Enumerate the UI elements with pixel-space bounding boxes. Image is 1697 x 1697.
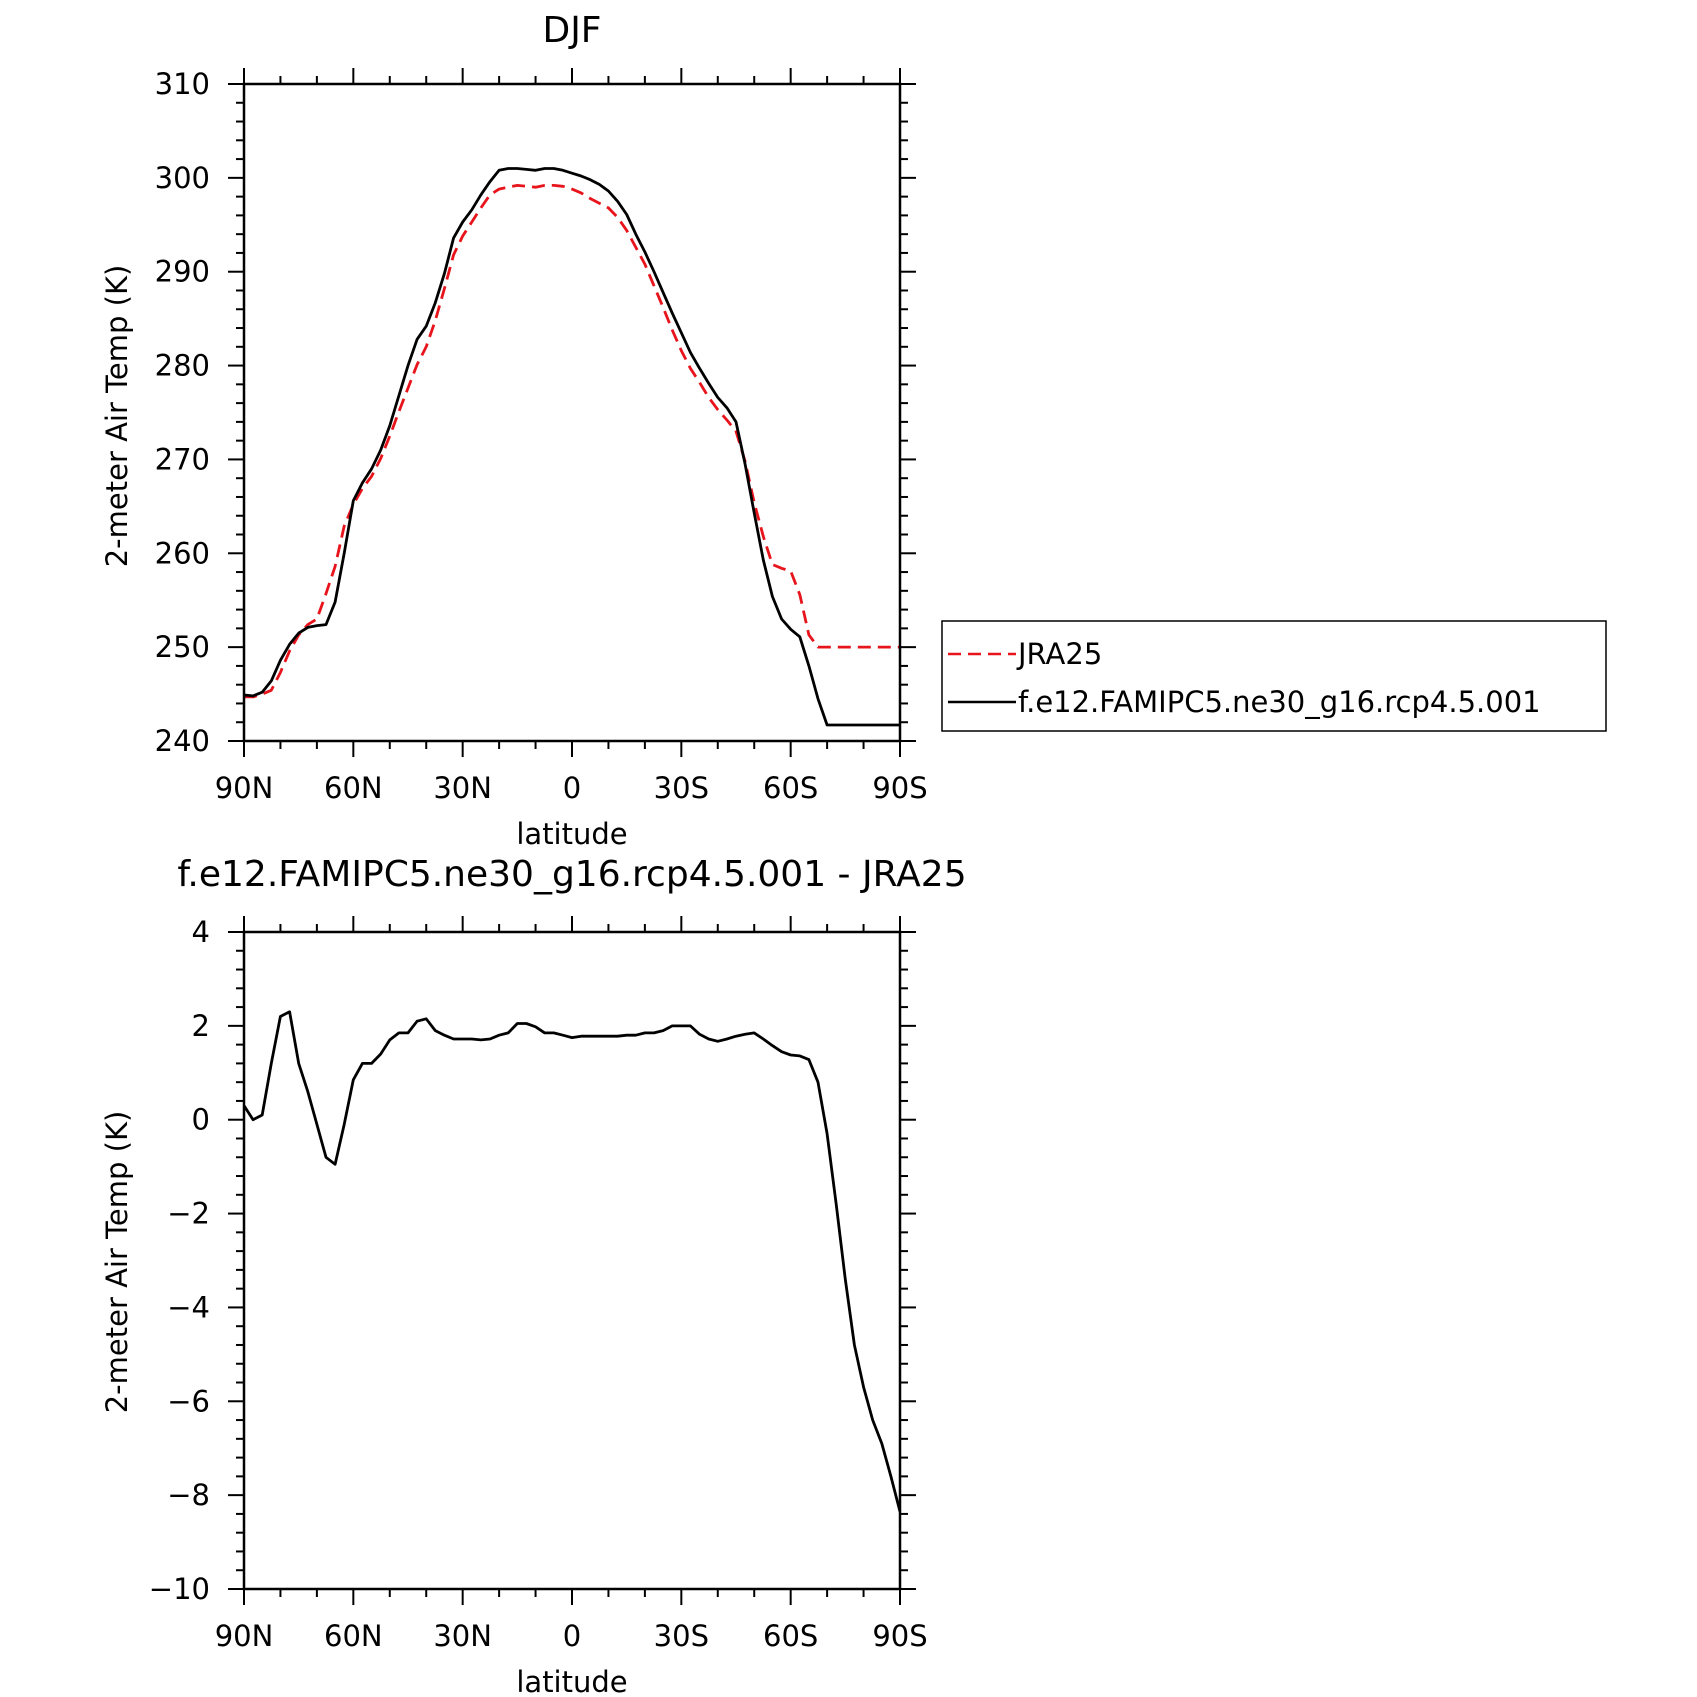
y-tick-label: −8 bbox=[167, 1478, 210, 1512]
top-plot-title: DJF bbox=[542, 10, 601, 51]
y-tick-label: 300 bbox=[155, 161, 210, 195]
y-tick-label: −6 bbox=[167, 1384, 210, 1418]
legend-label-model: f.e12.FAMIPC5.ne30_g16.rcp4.5.001 bbox=[1018, 685, 1541, 719]
legend: JRA25 f.e12.FAMIPC5.ne30_g16.rcp4.5.001 bbox=[941, 620, 1607, 732]
x-tick-label: 60S bbox=[763, 1619, 818, 1653]
top-y-tick-labels: 310 300 290 280 270 260 250 240 bbox=[155, 67, 210, 758]
bottom-x-axis-title: latitude bbox=[516, 1665, 627, 1697]
y-tick-label: 4 bbox=[192, 915, 210, 949]
x-tick-label: 30N bbox=[433, 771, 492, 805]
x-tick-label: 90N bbox=[215, 771, 274, 805]
bottom-plot-frame bbox=[242, 930, 902, 1591]
legend-box bbox=[941, 620, 1607, 732]
y-tick-label: 290 bbox=[155, 255, 210, 289]
top-y-axis-title: 2-meter Air Temp (K) bbox=[100, 265, 134, 568]
y-tick-label: 250 bbox=[155, 630, 210, 664]
y-tick-label: 2 bbox=[192, 1009, 210, 1043]
y-tick-label: 0 bbox=[192, 1103, 210, 1137]
x-tick-label: 0 bbox=[563, 771, 581, 805]
bottom-x-tick-labels: 90N 60N 30N 0 30S 60S 90S bbox=[215, 1619, 928, 1653]
y-tick-label: −10 bbox=[149, 1572, 210, 1606]
bottom-y-tick-labels: 4 2 0 −2 −4 −6 −8 −10 bbox=[149, 915, 210, 1606]
series-line-jra25 bbox=[244, 183, 900, 699]
x-tick-label: 0 bbox=[563, 1619, 581, 1653]
x-tick-label: 30N bbox=[433, 1619, 492, 1653]
x-tick-label: 90S bbox=[872, 1619, 927, 1653]
x-tick-label: 60N bbox=[324, 1619, 383, 1653]
series-line-model bbox=[243, 167, 900, 727]
y-tick-label: −2 bbox=[167, 1197, 210, 1231]
top-x-tick-labels: 90N 60N 30N 0 30S 60S 90S bbox=[215, 771, 928, 805]
bottom-panel: f.e12.FAMIPC5.ne30_g16.rcp4.5.001 - JRA2… bbox=[100, 854, 967, 1697]
y-tick-label: 310 bbox=[155, 67, 210, 101]
x-tick-label: 60S bbox=[763, 771, 818, 805]
top-panel: DJF 2-meter Air Temp (K) latitude 90N 60N… bbox=[100, 10, 928, 851]
y-tick-label: 270 bbox=[155, 442, 210, 476]
top-series-lines bbox=[243, 167, 900, 727]
x-tick-label: 60N bbox=[324, 771, 383, 805]
bottom-ticks bbox=[228, 916, 916, 1605]
legend-label-jra25: JRA25 bbox=[1016, 637, 1102, 671]
y-tick-label: 260 bbox=[155, 536, 210, 570]
top-x-axis-title: latitude bbox=[516, 817, 627, 851]
y-tick-label: −4 bbox=[167, 1290, 210, 1324]
x-tick-label: 90N bbox=[215, 1619, 274, 1653]
bottom-series-lines bbox=[242, 1010, 902, 1512]
top-plot-frame bbox=[242, 82, 902, 743]
bottom-y-axis-title: 2-meter Air Temp (K) bbox=[100, 1111, 134, 1414]
bottom-plot-title: f.e12.FAMIPC5.ne30_g16.rcp4.5.001 - JRA2… bbox=[177, 854, 966, 895]
x-tick-label: 30S bbox=[654, 771, 709, 805]
top-ticks bbox=[228, 68, 916, 757]
y-tick-label: 240 bbox=[155, 724, 210, 758]
series-line-difference bbox=[242, 1010, 902, 1512]
y-tick-label: 280 bbox=[155, 349, 210, 383]
x-tick-label: 30S bbox=[654, 1619, 709, 1653]
x-tick-label: 90S bbox=[872, 771, 927, 805]
